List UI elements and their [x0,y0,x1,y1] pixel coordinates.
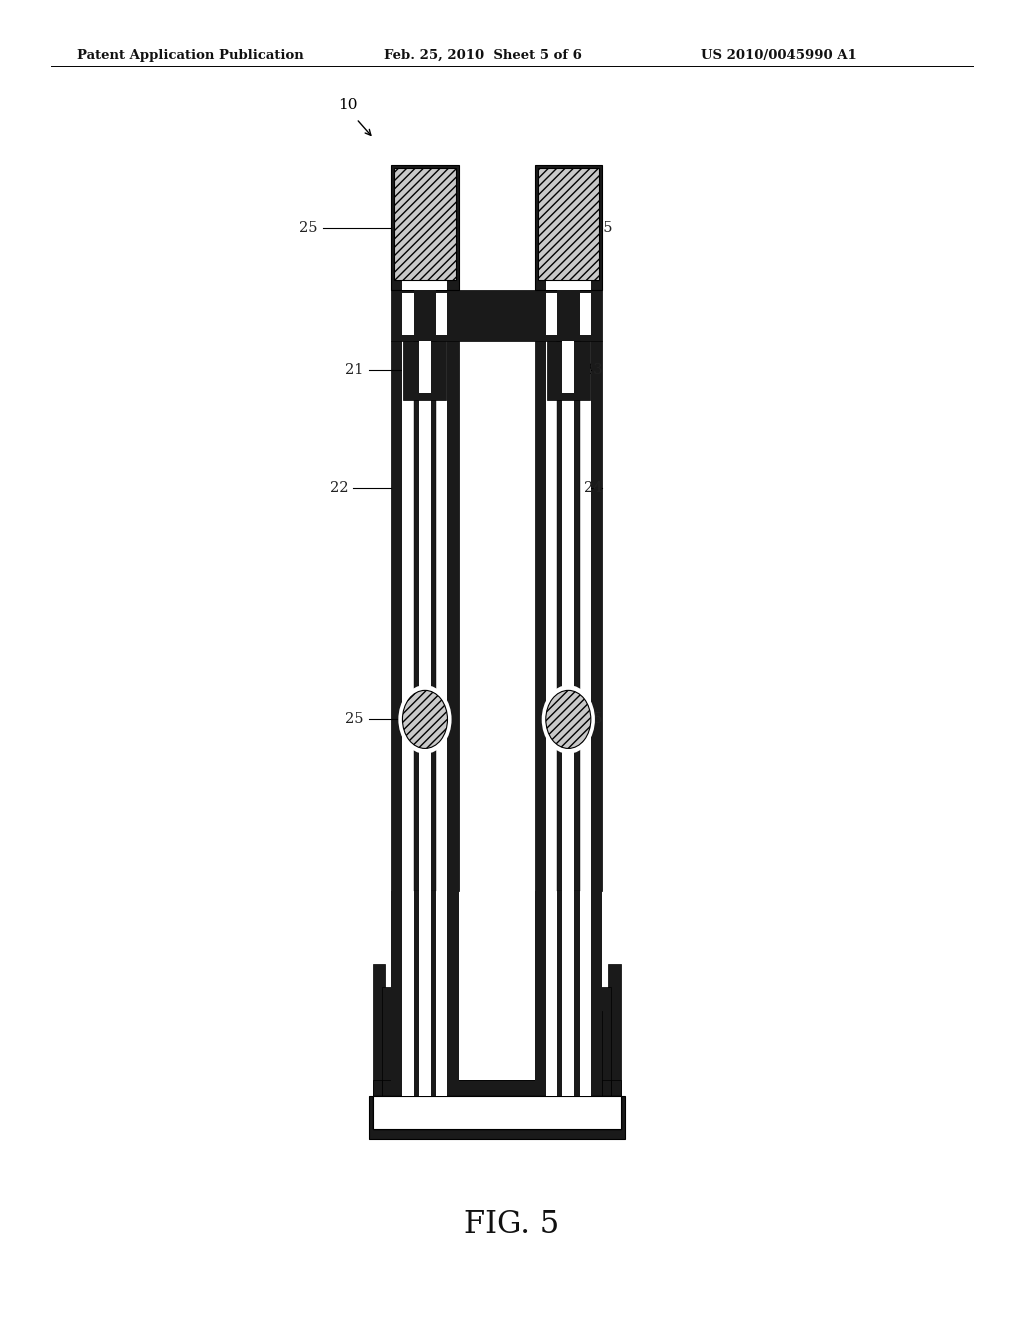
Bar [382,987,394,1096]
Bar [562,341,574,393]
Bar [608,964,621,1096]
Bar [538,168,599,280]
Bar [546,293,591,335]
Text: 25: 25 [594,220,612,235]
Bar [382,1080,611,1096]
Bar [394,168,456,280]
Text: 21: 21 [345,363,364,376]
Bar [547,341,590,400]
Text: Feb. 25, 2010  Sheet 5 of 6: Feb. 25, 2010 Sheet 5 of 6 [384,49,582,62]
Bar [403,341,446,400]
Bar [402,341,447,891]
Text: US 2010/0045990 A1: US 2010/0045990 A1 [701,49,857,62]
Text: 23: 23 [584,363,602,376]
Text: Patent Application Publication: Patent Application Publication [77,49,303,62]
Bar [590,1011,602,1096]
Bar [402,891,447,1096]
Circle shape [402,690,447,748]
Bar [414,341,436,891]
Bar [391,891,459,1096]
Circle shape [398,685,452,754]
Bar [557,891,580,1096]
Bar [535,891,602,1096]
Text: 25: 25 [345,713,364,726]
Bar [391,1080,602,1096]
Bar [373,1096,621,1129]
Bar [546,341,591,891]
Bar [419,341,431,393]
Text: 25: 25 [584,713,602,726]
Bar [391,290,602,341]
Circle shape [546,690,591,748]
Bar [562,891,574,1096]
Text: FIG. 5: FIG. 5 [464,1209,560,1241]
Bar [562,341,574,891]
Text: 10: 10 [338,98,357,112]
Bar [419,341,431,891]
Bar [373,1080,621,1096]
Bar [414,290,436,341]
Text: 24: 24 [584,482,602,495]
Bar [546,280,591,290]
Bar [391,165,459,290]
Bar [535,341,602,891]
Text: 22: 22 [330,482,348,495]
Bar [373,1096,621,1129]
Bar [546,891,591,1096]
Text: 25: 25 [299,220,317,235]
Circle shape [542,685,595,754]
Bar [557,290,580,341]
Bar [369,1096,625,1139]
Bar [535,165,602,290]
Bar [402,293,447,335]
Bar [599,987,611,1096]
Bar [391,974,602,1080]
Bar [391,341,459,891]
Bar [373,964,385,1096]
Bar [557,341,580,891]
Bar [419,891,431,1096]
Bar [402,280,447,290]
Bar [414,891,436,1096]
Bar [391,1011,403,1096]
